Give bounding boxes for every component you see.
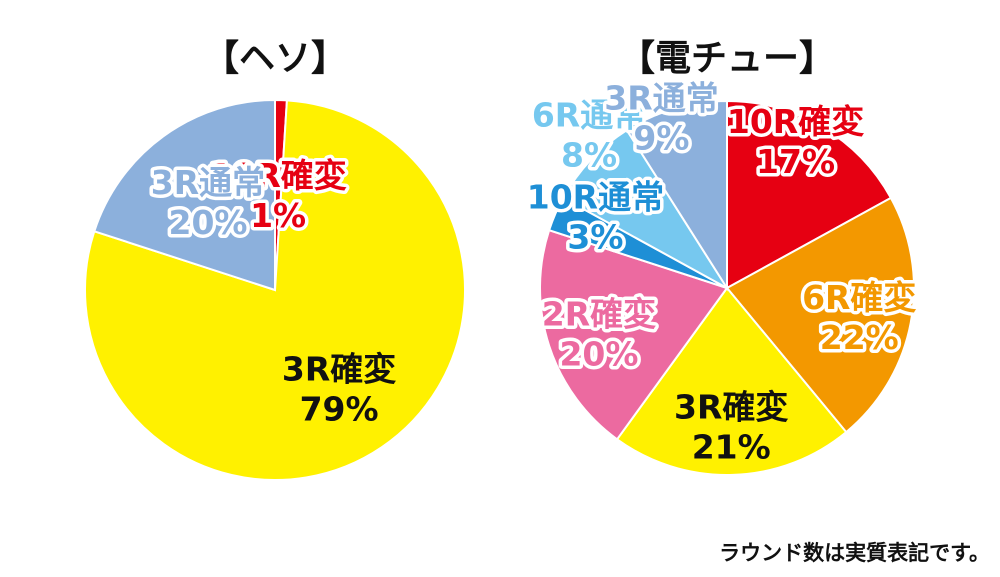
pie-slice-3R通常 [625, 99, 728, 292]
slice-label: 10R確変 [727, 102, 864, 141]
slice-percent-label: 9% [633, 119, 689, 158]
slice-percent-label: 3% [567, 218, 623, 257]
slice-percent-label: 17% [756, 142, 835, 181]
slice-percent-label: 20% [559, 335, 638, 374]
slice-percent-label: 22% [820, 318, 899, 357]
slice-label: 3R通常 [604, 79, 718, 118]
slice-label: 6R通常 [532, 95, 646, 134]
slice-percent-label: 1% [250, 196, 306, 235]
pie-slice-3R通常 [93, 98, 276, 292]
slice-percent-label: 79% [300, 389, 379, 428]
slice-percent-label: 8% [561, 135, 617, 174]
slice-label: 3R確変 [674, 388, 788, 427]
slice-label: 10R通常 [527, 178, 664, 217]
slice-label: 6R確変 [802, 278, 916, 317]
pie-slice-6R確変 [725, 196, 915, 434]
slice-percent-label: 20% [168, 203, 247, 242]
slice-label: 2R確変 [542, 295, 656, 334]
slice-label: 3R確変 [282, 349, 396, 388]
slice-label: 10R確変 [209, 156, 346, 195]
pie-slice-10R確変 [726, 99, 893, 290]
denchu-chart-title: 【電チュー】 [619, 38, 835, 79]
denchu-pie [539, 99, 915, 476]
pie-slice-6R通常 [561, 128, 728, 289]
slice-label: 3R通常 [151, 163, 265, 202]
slice-percent-label: 21% [692, 428, 771, 467]
pie-slice-2R確変 [539, 228, 729, 441]
round-count-note: ラウンド数は実質表記です。 [719, 541, 990, 565]
heso-chart-title: 【ヘソ】 [203, 38, 347, 79]
pie-slice-3R確変 [615, 286, 848, 476]
heso-pie [84, 98, 466, 481]
